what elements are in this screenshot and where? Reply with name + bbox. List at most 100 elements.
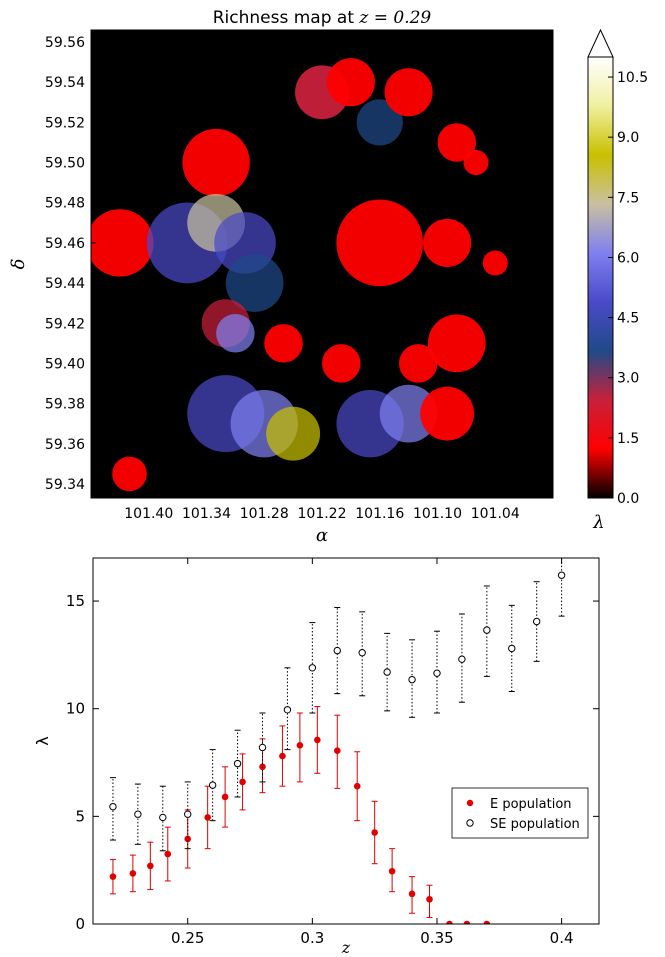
map-y-tick-label: 59.44 (45, 276, 85, 292)
colorbar-label: λ (592, 512, 604, 533)
map-x-tick-label: 101.04 (471, 506, 520, 522)
series-se-population (109, 558, 566, 852)
plot-y-tick-label: 0 (75, 915, 85, 933)
point-e-population (426, 895, 433, 903)
plot-x-tick-label: 0.35 (420, 929, 453, 947)
legend-label-se-population: SE population (490, 817, 580, 832)
point-e-population (239, 778, 246, 786)
point-e-population (204, 814, 211, 821)
plot-y-label: λ (33, 736, 52, 745)
map-region-27 (112, 456, 147, 492)
point-e-population (184, 835, 192, 843)
map-title-math: z = 0.29 (358, 8, 431, 28)
map-x-tick-label: 101.22 (298, 506, 347, 522)
point-se-population (557, 571, 566, 579)
map-x-tick-label: 101.34 (182, 506, 231, 522)
plot-frame (92, 557, 600, 925)
map-y-tick-label: 59.42 (45, 316, 85, 332)
map-y-tick-label: 59.50 (45, 156, 85, 172)
point-se-population (333, 646, 341, 655)
map-x-label: α (316, 525, 328, 546)
map-region-12 (423, 218, 472, 267)
map-y-tick-label: 59.36 (45, 437, 85, 453)
colorbar-tick-label: 0.0 (617, 491, 639, 507)
plot-x-tick-label: 0.4 (550, 929, 574, 947)
map-x-tick-label: 101.40 (124, 506, 173, 522)
point-se-population (233, 759, 242, 768)
map-regions (91, 58, 508, 492)
plot-x-label: z (341, 938, 351, 957)
point-e-population (371, 829, 378, 836)
legend-marker-se-population (466, 819, 474, 827)
point-se-population (483, 626, 491, 634)
point-e-population (314, 736, 321, 744)
colorbar-tick-label: 1.5 (617, 431, 639, 447)
legend-label-e-population: E population (490, 797, 572, 812)
plot-x-axis: 0.25 0.3 0.35 0.4 (171, 558, 574, 947)
point-se-population (184, 810, 192, 818)
richness-map: Richness map at z = 0.29 × 101.40 101.34 1… (8, 8, 648, 546)
colorbar-extend-max (587, 28, 614, 58)
map-region-4 (384, 68, 433, 117)
point-e-population (221, 793, 229, 801)
cluster-center-marker: × (298, 256, 307, 269)
map-title: Richness map at z = 0.29 (213, 8, 432, 28)
colorbar-ticks: 0.0 1.5 3.0 4.5 6.0 7.5 9.0 10.5 (608, 70, 648, 507)
map-region-0 (182, 128, 250, 197)
map-region-17 (264, 324, 303, 363)
map-region-16 (216, 314, 255, 353)
map-region-18 (427, 314, 486, 373)
plot-x-tick-label: 0.3 (300, 929, 324, 947)
colorbar-body (588, 57, 613, 498)
colorbar-frame (587, 57, 614, 499)
colorbar-tick-label: 4.5 (617, 311, 639, 327)
map-region-2 (326, 58, 375, 107)
lambda-vs-z-plot: 0.25 0.3 0.35 0.4 0 5 10 15 z λ E population S… (33, 557, 600, 957)
point-e-population (109, 873, 117, 880)
map-y-tick-label: 59.54 (45, 75, 85, 91)
map-region-23 (266, 406, 321, 461)
point-se-population (532, 617, 541, 626)
legend: E population SE population (451, 787, 589, 839)
point-se-population (109, 802, 117, 811)
point-se-population (159, 813, 167, 822)
plot-y-axis: 0 5 10 15 (66, 592, 599, 933)
map-y-label: δ (8, 259, 29, 270)
map-x-tick-label: 101.28 (240, 506, 289, 522)
map-region-19 (399, 344, 438, 383)
point-e-population (446, 920, 453, 924)
colorbar-tick-label: 3.0 (617, 371, 639, 387)
plot-y-tick-label: 5 (75, 807, 85, 825)
map-region-26 (420, 386, 475, 441)
map-region-11 (336, 199, 424, 287)
point-se-population (134, 810, 142, 818)
map-region-6 (91, 209, 154, 277)
colorbar-tick-label: 9.0 (617, 130, 639, 146)
point-se-population (408, 675, 416, 684)
map-y-tick-label: 59.38 (45, 397, 85, 413)
map-y-tick-label: 59.56 (45, 35, 85, 51)
legend-marker-e-population (466, 799, 474, 807)
plot-series (109, 558, 566, 924)
point-se-population (283, 706, 292, 714)
map-region-13 (463, 150, 489, 176)
map-y-tick-label: 59.40 (45, 356, 85, 372)
point-e-population (333, 747, 341, 754)
series-e-population (109, 706, 491, 924)
point-e-population (164, 850, 172, 858)
point-se-population (358, 649, 366, 657)
map-y-tick-label: 59.34 (45, 477, 85, 493)
map-title-prefix: Richness map at (213, 8, 360, 28)
point-e-population (388, 867, 396, 875)
plot-y-tick-label: 15 (66, 592, 85, 610)
colorbar: 0.0 1.5 3.0 4.5 6.0 7.5 9.0 10.5 λ (587, 28, 648, 533)
colorbar-tick-label: 7.5 (617, 190, 639, 206)
point-e-population (483, 920, 491, 924)
map-region-25 (379, 384, 438, 443)
map-x-tick-label: 101.10 (413, 506, 462, 522)
map-region-14 (482, 250, 508, 276)
map-x-axis: 101.40 101.34 101.28 101.22 101.16 101.10 101.… (124, 30, 520, 522)
colorbar-tick-label: 10.5 (617, 70, 648, 86)
point-e-population (408, 890, 416, 898)
